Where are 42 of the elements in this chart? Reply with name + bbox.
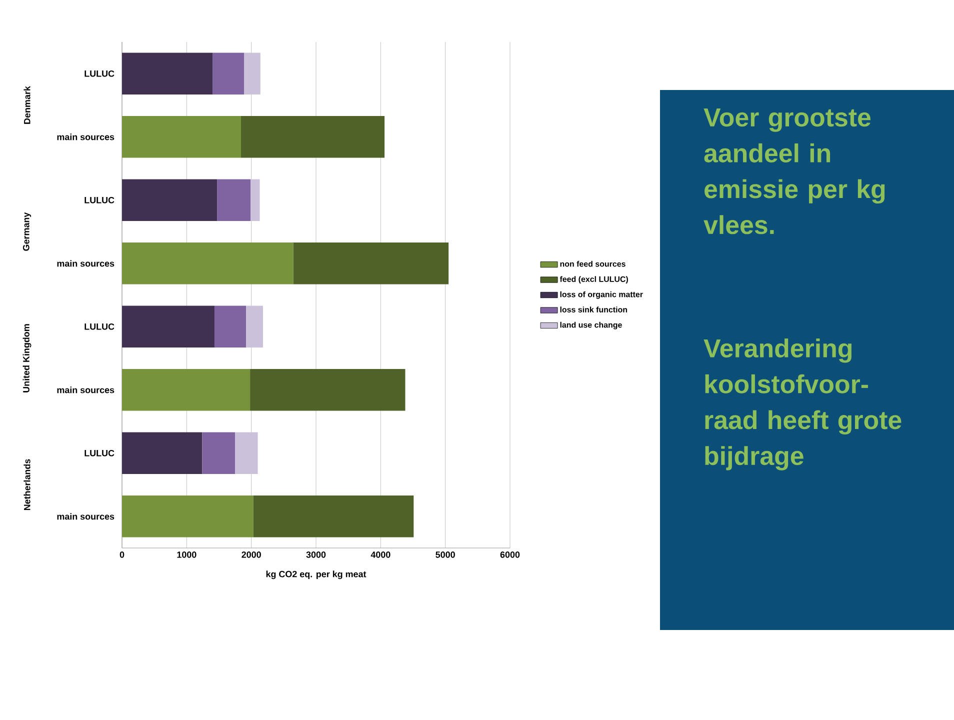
y-tick-label: main sources — [57, 134, 114, 140]
bar — [246, 306, 263, 348]
bar — [253, 495, 414, 538]
x-tick-label: 4000 — [370, 552, 390, 558]
x-tick-label: 3000 — [306, 552, 326, 558]
text: Verandering koolstofvoor-raad heeft grote bijdrage — [704, 338, 902, 470]
y-tick-label: LULUC — [84, 450, 114, 456]
y-tick-label: main sources — [57, 260, 114, 267]
bar — [122, 495, 254, 538]
x-tick-label: 6000 — [500, 552, 520, 558]
bar — [217, 179, 251, 221]
text: Voer grootste aandeel in emissie per kg vlees. — [704, 108, 885, 234]
bar — [202, 432, 236, 474]
bar — [293, 242, 449, 284]
x-tick-label: 0 — [120, 552, 124, 558]
y-tick-label: LULUC — [84, 70, 114, 77]
bar — [122, 432, 202, 474]
bar — [250, 179, 260, 221]
bar — [122, 179, 218, 221]
text: United Kingdom — [22, 324, 32, 392]
bar — [122, 368, 250, 411]
text: Netherlands — [24, 459, 30, 510]
y-tick-label: LULUC — [84, 196, 114, 204]
bar — [122, 116, 241, 158]
bar — [122, 52, 213, 94]
bar — [212, 52, 244, 94]
x-tick-label: 1000 — [177, 552, 196, 558]
y-tick-label: LULUC — [84, 323, 114, 330]
bar — [122, 242, 294, 284]
x-tick-label: 2000 — [242, 552, 261, 558]
x-axis-title: kg CO2 eq. per kg meat — [266, 570, 366, 580]
bar — [235, 432, 258, 474]
bar — [250, 368, 406, 411]
y-tick-label: main sources — [57, 386, 114, 394]
bar — [244, 52, 260, 94]
bar — [214, 306, 246, 348]
bar — [240, 116, 385, 158]
bar — [122, 306, 214, 348]
text: Germany — [22, 212, 32, 251]
text: Denmark — [24, 86, 30, 124]
x-tick-label: 5000 — [436, 552, 455, 558]
y-tick-label: main sources — [57, 513, 114, 520]
